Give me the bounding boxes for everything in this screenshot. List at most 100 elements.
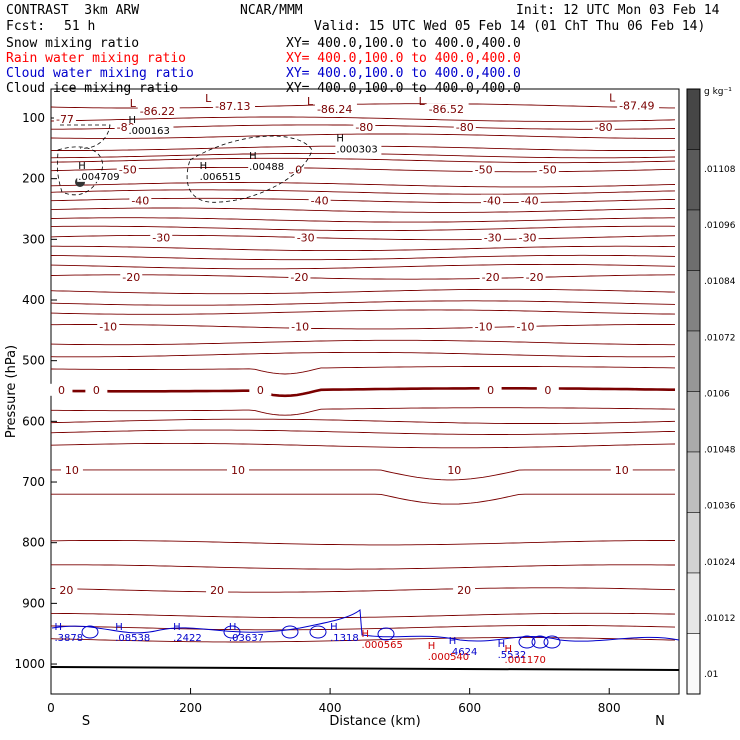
contour-label-bg (308, 194, 331, 207)
contour-line (50, 418, 676, 424)
cloud-water-max-label: .2422 (173, 633, 202, 644)
snow-max-label: .000303 (336, 145, 377, 156)
cloud-water-high-symbol: H (54, 622, 62, 633)
snow-max-label: .00488 (249, 162, 284, 173)
x-tick-label: 400 (319, 701, 342, 715)
contour-label-bg (610, 463, 633, 476)
model-title: CONTRAST 3km ARW (6, 3, 140, 18)
colorbar-label: .01084 (704, 277, 736, 287)
contour-label-bg (249, 383, 272, 396)
extremum-label: -87.13 (215, 100, 250, 113)
low-symbol: L (130, 97, 137, 110)
contour-line (50, 366, 676, 375)
contour-label-bg (536, 163, 559, 176)
cloud-water-cell (531, 635, 549, 649)
init-time: Init: 12 UTC Mon 03 Feb 14 (516, 3, 720, 18)
snow-high-symbol: H (249, 151, 257, 162)
contour-label-bg (97, 320, 120, 333)
temperature-contour (51, 469, 675, 481)
cloud-water-high-symbol: H (115, 622, 123, 633)
cloud-water-max-label: .03637 (229, 633, 264, 644)
contour-label: -30 (152, 232, 170, 245)
snow-high-symbol: H (128, 115, 136, 126)
contour-line (50, 133, 675, 139)
cloud-water-high-symbol: H (449, 636, 457, 647)
contour-label: -40 (131, 195, 149, 208)
contour-line (51, 540, 675, 546)
cloud-water-cell (377, 627, 395, 641)
forecast-hours: 51 h (64, 19, 96, 34)
snow-contour (56, 146, 103, 196)
contour-label: -80 (456, 121, 474, 134)
x-endpoint-south: S (82, 714, 90, 729)
organization: NCAR/MMM (240, 3, 303, 18)
low-symbol: L (205, 92, 212, 105)
temperature-contour (50, 116, 676, 122)
colorbar-segment (686, 88, 701, 150)
extremum-label: -87.49 (619, 100, 654, 113)
contour-label: -10 (99, 321, 117, 334)
low-symbol: L (609, 92, 616, 105)
snow-label-bg (248, 161, 295, 173)
y-tick-label: 600 (22, 414, 45, 428)
snow-contour (60, 124, 111, 149)
colorbar-label: .01012 (704, 614, 736, 624)
extremum-label: -86.22 (140, 105, 175, 118)
cloud-water-cell (309, 625, 327, 639)
contour-label-bg (53, 113, 76, 126)
snow-label-bg (335, 143, 382, 155)
contour-label: 0 (487, 384, 494, 397)
contour-label-bg (55, 584, 78, 597)
colorbar-label: .01036 (704, 502, 736, 512)
extremum-label-bg (617, 99, 660, 112)
contour-label: -20 (290, 271, 308, 284)
contour-label: 20 (457, 584, 471, 597)
contour-label: -40 (483, 195, 501, 208)
colorbar-segment (686, 149, 701, 211)
contour-label-bg (480, 194, 503, 207)
contour-label: -50 (119, 164, 137, 177)
y-tick-label: 700 (22, 475, 45, 489)
contour-line (50, 429, 676, 435)
snow-max-label: .000163 (128, 126, 169, 137)
contour-line (50, 637, 676, 643)
contour-label: 0 (544, 384, 551, 397)
contour-label-bg (592, 121, 615, 134)
contour-label-bg (514, 320, 537, 333)
rain-high-symbol: H (505, 644, 513, 655)
rain-max-label: .000540 (428, 652, 469, 663)
contour-label-bg (227, 463, 250, 476)
contour-label-bg (443, 463, 466, 476)
contour-label-bg (289, 320, 312, 333)
temperature-contour (50, 274, 675, 280)
contour-label: 10 (615, 464, 629, 477)
contour-label: 10 (65, 464, 79, 477)
contour-label-bg (479, 383, 502, 396)
contour-label: -40 (311, 195, 329, 208)
cloud-water-high-symbol: H (229, 622, 237, 633)
contour-label-bg (294, 231, 317, 244)
colorbar-label: .0106 (704, 389, 730, 399)
extremum-label-bg (426, 103, 469, 116)
cloud-water-max-label: .5532 (498, 650, 527, 661)
colorbar-label: .01024 (704, 558, 736, 568)
snow-label-bg (198, 170, 245, 182)
cloud-water-high-symbol: H (330, 622, 338, 633)
cloud-water-cell (223, 625, 241, 639)
contour-label: 20 (210, 584, 224, 597)
contour-line (50, 207, 676, 213)
colorbar-units: g kg⁻¹ (704, 87, 732, 97)
contour-label: 10 (231, 464, 245, 477)
colorbar-label: .01048 (704, 446, 736, 456)
contour-label-bg (150, 231, 173, 244)
extremum-label: -86.52 (429, 103, 464, 116)
x-endpoint-north: N (655, 714, 665, 729)
contour-label: -10 (291, 321, 309, 334)
contour-line (50, 182, 676, 188)
colorbar-segment (686, 633, 701, 695)
colorbar-frame (686, 88, 701, 695)
contour-label-bg (518, 194, 541, 207)
cloud-water-high-symbol: H (498, 639, 506, 650)
contour-label-bg (206, 584, 229, 597)
